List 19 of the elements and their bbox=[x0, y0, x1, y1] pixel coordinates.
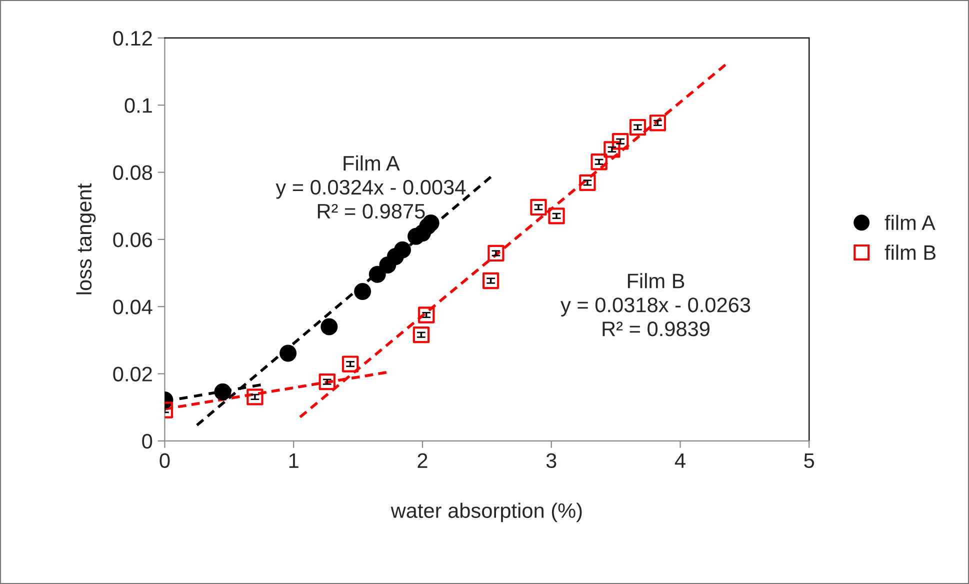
x-tick-label: 5 bbox=[804, 453, 814, 468]
x-tick-label: 4 bbox=[674, 453, 686, 468]
y-tick-label: 0.06 bbox=[113, 232, 152, 248]
legend-label: film B bbox=[884, 244, 936, 260]
x-tick-label: 2 bbox=[418, 453, 428, 468]
x-axis-title: water absorption (%) bbox=[390, 502, 582, 522]
y-tick-label: 0.04 bbox=[113, 300, 152, 314]
y-tick-label: 0.1 bbox=[124, 98, 152, 113]
legend-label: film A bbox=[884, 214, 936, 230]
annotation: Film A y = 0.0324x - 0.0034 R² = 0.9875 bbox=[276, 155, 466, 219]
y-tick-label: 0 bbox=[142, 434, 152, 449]
annotation: Film B y = 0.0318x - 0.0263 R² = 0.9839 bbox=[560, 273, 750, 336]
y-axis-title: loss tangent bbox=[76, 183, 96, 294]
x-tick-label: 1 bbox=[289, 453, 298, 468]
x-tick-label: 0 bbox=[160, 453, 170, 468]
y-tick-label: 0.02 bbox=[113, 366, 152, 382]
y-tick-label: 0.12 bbox=[113, 30, 152, 46]
x-tick-label: 3 bbox=[546, 453, 556, 468]
y-tick-label: 0.08 bbox=[113, 165, 152, 180]
